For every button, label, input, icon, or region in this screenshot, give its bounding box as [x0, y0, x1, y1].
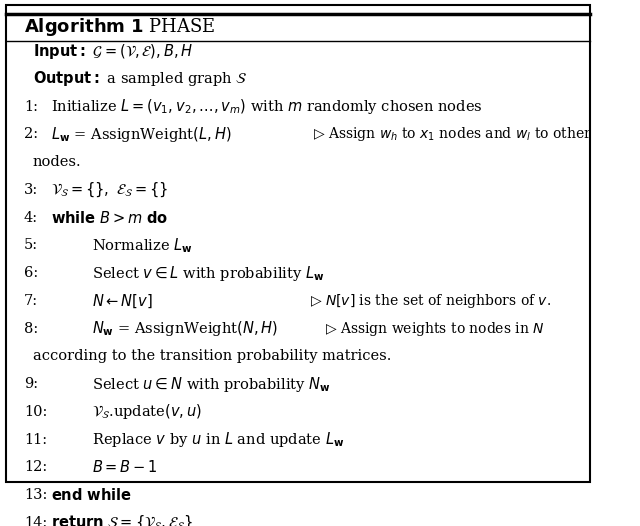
Text: 7:: 7: [24, 294, 38, 308]
Text: $L_{\mathbf{w}}$ = AssignWeight$(L, H)$: $L_{\mathbf{w}}$ = AssignWeight$(L, H)$ [51, 125, 231, 144]
Text: Normalize $L_{\mathbf{w}}$: Normalize $L_{\mathbf{w}}$ [92, 236, 193, 255]
Text: Initialize $L = (v_1, v_2, \ldots, v_m)$ with $m$ randomly chosen nodes: Initialize $L = (v_1, v_2, \ldots, v_m)$… [51, 97, 483, 116]
Text: $\triangleright$ Assign $w_h$ to $x_1$ nodes and $w_l$ to other: $\triangleright$ Assign $w_h$ to $x_1$ n… [313, 125, 593, 144]
Text: 10:: 10: [24, 405, 47, 419]
Text: 3:: 3: [24, 183, 38, 197]
Text: $\mathbf{Input:}$ $\mathcal{G} = (\mathcal{V}, \mathcal{E}), B, H$: $\mathbf{Input:}$ $\mathcal{G} = (\mathc… [33, 42, 193, 60]
Text: 6:: 6: [24, 266, 38, 280]
Text: Select $v \in L$ with probability $L_{\mathbf{w}}$: Select $v \in L$ with probability $L_{\m… [92, 264, 325, 282]
Text: 4:: 4: [24, 210, 38, 225]
Text: 11:: 11: [24, 432, 47, 447]
Text: $\mathbf{while}$ $B > m$ $\mathbf{do}$: $\mathbf{while}$ $B > m$ $\mathbf{do}$ [51, 209, 168, 226]
Text: $\triangleright$ Assign weights to nodes in $N$: $\triangleright$ Assign weights to nodes… [325, 320, 545, 338]
Text: 9:: 9: [24, 377, 38, 391]
Text: $\mathbf{end\ while}$: $\mathbf{end\ while}$ [51, 487, 131, 503]
Text: 1:: 1: [24, 99, 38, 114]
Text: $B = B - 1$: $B = B - 1$ [92, 459, 158, 476]
Text: 2:: 2: [24, 127, 38, 141]
Text: Select $u \in N$ with probability $N_{\mathbf{w}}$: Select $u \in N$ with probability $N_{\m… [92, 375, 331, 393]
Text: 14:: 14: [24, 516, 47, 526]
Text: $\mathcal{V}_{\mathcal{S}}$.update$(v, u)$: $\mathcal{V}_{\mathcal{S}}$.update$(v, u… [92, 402, 202, 421]
Text: $N \leftarrow N[v]$: $N \leftarrow N[v]$ [92, 292, 153, 310]
Text: according to the transition probability matrices.: according to the transition probability … [33, 349, 391, 363]
Text: $\triangleright$ $N[v]$ is the set of neighbors of $v$.: $\triangleright$ $N[v]$ is the set of ne… [310, 292, 551, 310]
Text: 13:: 13: [24, 488, 47, 502]
Text: $N_{\mathbf{w}}$ = AssignWeight$(N, H)$: $N_{\mathbf{w}}$ = AssignWeight$(N, H)$ [92, 319, 278, 338]
Text: $\mathbf{Algorithm\ 1}$ PHASE: $\mathbf{Algorithm\ 1}$ PHASE [24, 16, 215, 38]
Text: 8:: 8: [24, 321, 38, 336]
Text: $\mathcal{V}_{\mathcal{S}} = \{\},\ \mathcal{E}_{\mathcal{S}} = \{\}$: $\mathcal{V}_{\mathcal{S}} = \{\},\ \mat… [51, 180, 168, 199]
Text: $\mathbf{Output:}$ a sampled graph $\mathcal{S}$: $\mathbf{Output:}$ a sampled graph $\mat… [33, 69, 247, 88]
Text: 12:: 12: [24, 460, 47, 474]
Text: nodes.: nodes. [33, 155, 81, 169]
Text: 5:: 5: [24, 238, 38, 252]
FancyBboxPatch shape [6, 5, 590, 482]
Text: $\mathbf{return}$ $\mathcal{S} = \{\mathcal{V}_{\mathcal{S}}, \mathcal{E}_{\math: $\mathbf{return}$ $\mathcal{S} = \{\math… [51, 514, 193, 526]
Text: Replace $v$ by $u$ in $L$ and update $L_{\mathbf{w}}$: Replace $v$ by $u$ in $L$ and update $L_… [92, 430, 345, 449]
